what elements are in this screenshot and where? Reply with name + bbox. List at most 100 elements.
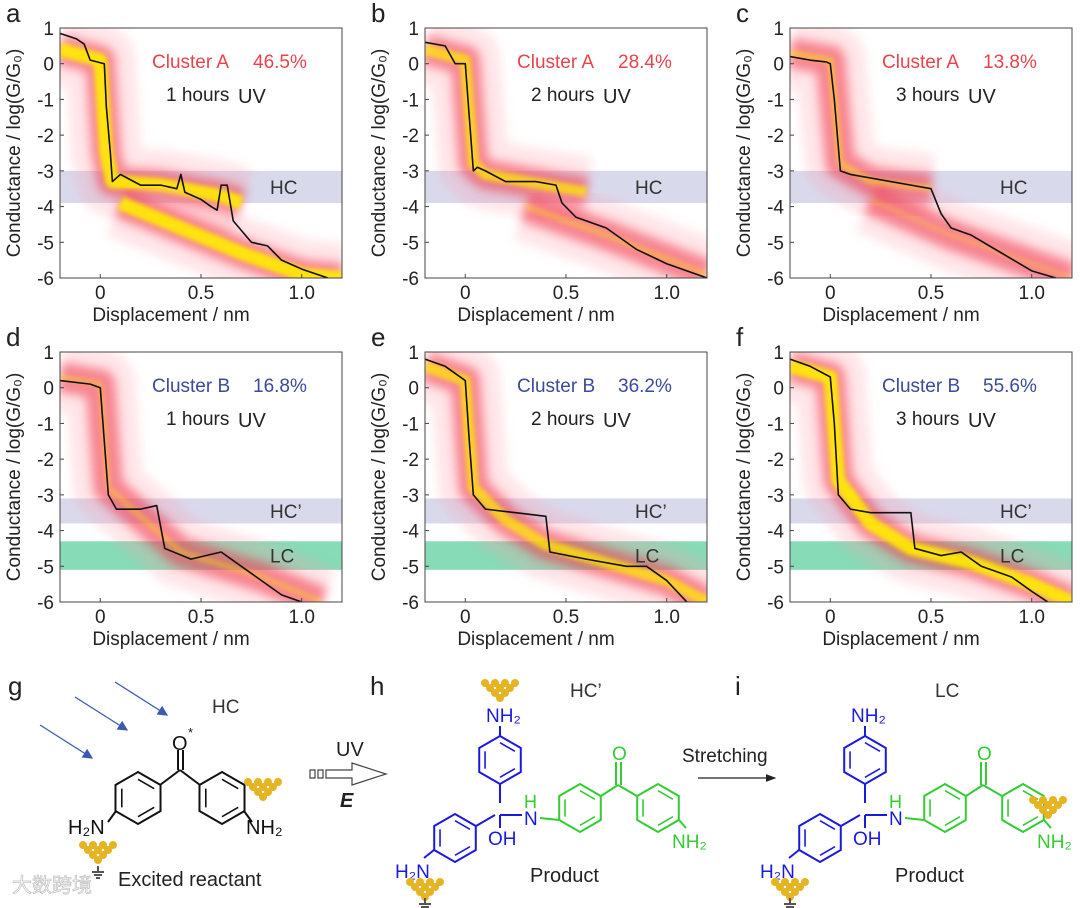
y-axis-label: Conductance / log(G/G₀) bbox=[734, 373, 755, 582]
cluster-percent: 16.8% bbox=[253, 376, 307, 397]
benzene-ring bbox=[923, 782, 967, 834]
y-tick-label: -1 bbox=[37, 90, 54, 111]
y-tick-label: 1 bbox=[773, 19, 784, 40]
panel-d: HC’ LC 1 0 -1 -2 -3 -4 -5 -6 0 0.5 1.0 Displacement /… bbox=[4, 322, 343, 650]
benzene-ring bbox=[636, 782, 680, 834]
band-label: LC bbox=[270, 547, 294, 568]
y-tick-label: -3 bbox=[767, 162, 784, 183]
density-core bbox=[869, 197, 1072, 278]
uv-light-arrow bbox=[114, 681, 169, 716]
y-tick-label: -2 bbox=[402, 450, 419, 471]
density-core bbox=[60, 374, 323, 602]
uv-duration: 1 hours bbox=[166, 85, 229, 106]
y-tick-label: -5 bbox=[402, 557, 419, 578]
cluster-name: Cluster A bbox=[152, 52, 229, 73]
panel-letter: e bbox=[371, 322, 385, 352]
x-tick-label: 1.0 bbox=[654, 607, 680, 628]
sample-trace bbox=[425, 358, 688, 602]
y-tick-label: -6 bbox=[402, 593, 419, 614]
y-axis-label: Conductance / log(G/G₀) bbox=[4, 373, 25, 582]
panel-letter: h bbox=[370, 671, 384, 701]
x-tick-label: 0 bbox=[460, 283, 471, 304]
uv-label: UV bbox=[336, 739, 364, 761]
x-axis-label: Displacement / nm bbox=[457, 305, 614, 326]
oxygen-atom: O bbox=[977, 744, 992, 765]
y-tick-label: 0 bbox=[773, 55, 784, 76]
oxygen-atom: O bbox=[172, 733, 188, 755]
x-tick-label: 0 bbox=[460, 607, 471, 628]
x-tick-label: 1.0 bbox=[289, 283, 315, 304]
sample-trace bbox=[790, 55, 1057, 278]
uv-light-arrow bbox=[74, 696, 129, 731]
caption: Product bbox=[895, 865, 964, 887]
amine-label: NH₂ bbox=[672, 832, 707, 853]
cluster-name: Cluster B bbox=[152, 376, 230, 397]
y-tick-label: -2 bbox=[37, 126, 54, 147]
y-tick-label: -1 bbox=[37, 414, 54, 435]
watermark: 大数跨境 bbox=[12, 874, 92, 897]
ground-icon bbox=[419, 898, 431, 908]
scheme-i: i LC NH₂ H₂N OH HN O NH₂ Product bbox=[735, 671, 1072, 908]
gold-electrode-icon bbox=[406, 878, 444, 901]
y-tick-label: -4 bbox=[402, 198, 419, 219]
scheme-h: h HC’ NH₂ H₂N OH HN O NH₂ Product bbox=[370, 671, 707, 908]
y-tick-label: -3 bbox=[402, 162, 419, 183]
amine-label: NH₂ bbox=[486, 706, 521, 727]
y-tick-label: 0 bbox=[43, 379, 54, 400]
x-axis-label: Displacement / nm bbox=[822, 629, 979, 650]
y-tick-label: 1 bbox=[773, 343, 784, 364]
cluster-percent: 36.2% bbox=[618, 376, 672, 397]
x-tick-label: 0.5 bbox=[553, 283, 579, 304]
uv-duration: 3 hours bbox=[896, 85, 959, 106]
excited-mark: * bbox=[188, 725, 193, 740]
cluster-percent: 46.5% bbox=[253, 52, 307, 73]
uv-label: UV bbox=[603, 86, 631, 108]
conductance-panels: HC 1 0 -1 -2 -3 -4 -5 -6 0 0.5 1.0 Displacement / nm… bbox=[4, 0, 1073, 650]
state-label: HC bbox=[212, 697, 239, 718]
benzene-ring bbox=[558, 782, 602, 834]
x-axis-label: Displacement / nm bbox=[92, 629, 249, 650]
panel-a: HC 1 0 -1 -2 -3 -4 -5 -6 0 0.5 1.0 Displacement / nm… bbox=[4, 0, 343, 326]
band-label: HC’ bbox=[1000, 502, 1032, 523]
panel-letter: f bbox=[736, 322, 744, 352]
uv-label: UV bbox=[968, 86, 996, 108]
uv-duration: 2 hours bbox=[531, 85, 594, 106]
panel-e: HC’ LC 1 0 -1 -2 -3 -4 -5 -6 0 0.5 1.0 Displacement /… bbox=[369, 322, 708, 650]
amine-label: NH₂ bbox=[1037, 832, 1072, 853]
nh-nitrogen: N bbox=[524, 809, 538, 830]
y-tick-label: -2 bbox=[767, 450, 784, 471]
y-tick-label: 1 bbox=[408, 343, 419, 364]
benzene-ring bbox=[798, 812, 842, 864]
x-tick-label: 0.5 bbox=[918, 607, 944, 628]
panel-c: HC 1 0 -1 -2 -3 -4 -5 -6 0 0.5 1.0 Displacement / nm… bbox=[734, 0, 1073, 326]
panel-letter: b bbox=[371, 0, 385, 28]
gold-electrode-icon bbox=[771, 878, 809, 901]
y-tick-label: -1 bbox=[767, 90, 784, 111]
y-tick-label: 0 bbox=[773, 379, 784, 400]
panel-letter: g bbox=[8, 671, 22, 701]
band-label: LC bbox=[1000, 547, 1024, 568]
y-tick-label: -4 bbox=[37, 522, 54, 543]
y-tick-label: -6 bbox=[767, 593, 784, 614]
caption: Product bbox=[530, 865, 599, 887]
uv-duration: 1 hours bbox=[166, 409, 229, 430]
x-axis-label: Displacement / nm bbox=[457, 629, 614, 650]
y-tick-label: -6 bbox=[402, 269, 419, 290]
y-tick-label: -6 bbox=[37, 269, 54, 290]
gold-electrode-icon bbox=[244, 778, 282, 801]
panel-f: HC’ LC 1 0 -1 -2 -3 -4 -5 -6 0 0.5 1.0 Displacement /… bbox=[734, 322, 1073, 650]
state-label: LC bbox=[935, 681, 959, 702]
y-tick-label: -4 bbox=[767, 522, 784, 543]
x-tick-label: 1.0 bbox=[289, 607, 315, 628]
x-tick-label: 0 bbox=[825, 607, 836, 628]
x-tick-label: 0 bbox=[825, 283, 836, 304]
uv-label: UV bbox=[238, 410, 266, 432]
uv-light-arrow bbox=[39, 724, 94, 759]
benzene-ring bbox=[433, 812, 477, 864]
band-label: HC’ bbox=[635, 502, 667, 523]
amine-label: H₂N bbox=[68, 817, 105, 839]
x-tick-label: 0 bbox=[95, 607, 106, 628]
y-tick-label: -5 bbox=[402, 233, 419, 254]
state-label: HC’ bbox=[570, 681, 602, 702]
x-axis-label: Displacement / nm bbox=[92, 305, 249, 326]
